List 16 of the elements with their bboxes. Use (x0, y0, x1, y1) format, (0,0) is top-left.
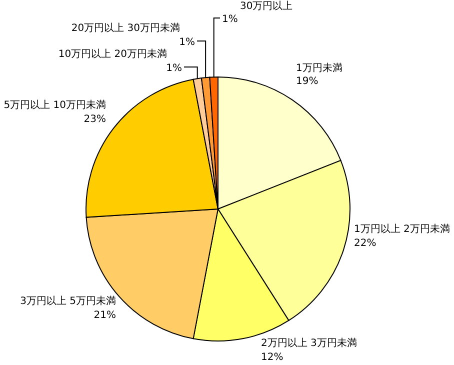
slice-label: 2万円以上 3万円未満 (261, 337, 357, 349)
data-label: 1% (166, 63, 182, 74)
data-label: 12% (261, 352, 284, 363)
slice-label: 20万円以上 30万円未満 (71, 22, 180, 34)
slice-label: 10万円以上 20万円未満 (58, 48, 167, 60)
slice-label: 1万円以上 2万円未満 (354, 223, 450, 235)
slice-label: 30万円以上 (240, 0, 293, 12)
data-label: 22% (354, 238, 376, 249)
data-label: 1% (222, 14, 238, 25)
slice-label: 5万円以上 10万円未満 (4, 99, 106, 111)
data-label: 21% (94, 310, 116, 321)
slice-label: 1万円未満 (296, 62, 342, 74)
data-label: 1% (179, 37, 195, 48)
data-label: 23% (84, 114, 106, 125)
slice-label: 3万円以上 5万円未満 (20, 295, 116, 307)
data-label: 19% (296, 76, 318, 87)
